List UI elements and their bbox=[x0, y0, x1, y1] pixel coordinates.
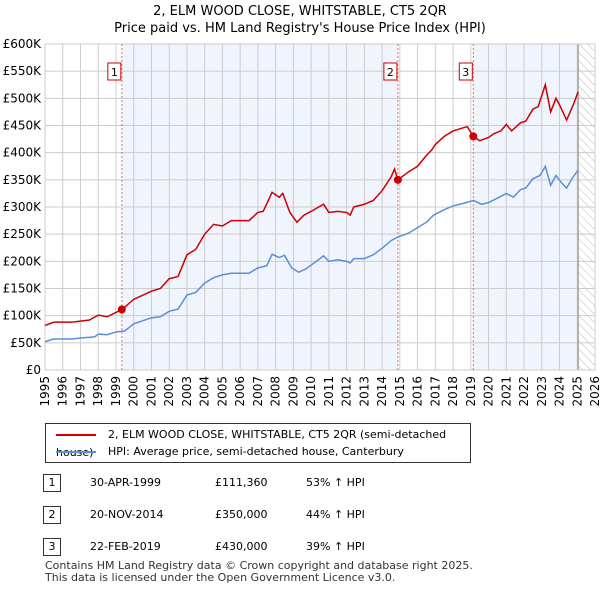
x-tick-label: 1997 bbox=[73, 376, 87, 407]
legend-item-property: 2, ELM WOOD CLOSE, WHITSTABLE, CT5 2QR (… bbox=[56, 426, 470, 459]
x-tick-label: 2006 bbox=[233, 376, 247, 407]
x-tick-label: 2005 bbox=[215, 376, 229, 407]
legend-item-hpi: HPI: Average price, semi-detached house,… bbox=[56, 443, 404, 461]
sale-number: 3 bbox=[43, 538, 61, 556]
x-tick-label: 2009 bbox=[286, 376, 300, 407]
legend: 2, ELM WOOD CLOSE, WHITSTABLE, CT5 2QR (… bbox=[45, 423, 471, 463]
plot-border bbox=[44, 43, 596, 371]
legend-swatch-red bbox=[56, 434, 96, 436]
sale-date: 22-FEB-2019 bbox=[90, 540, 161, 553]
series-line bbox=[44, 81, 579, 327]
subtitle: Price paid vs. HM Land Registry's House … bbox=[114, 21, 486, 36]
sale-row: 2 20-NOV-2014 £350,000 44% ↑ HPI bbox=[43, 504, 463, 526]
legend-swatch-blue bbox=[56, 451, 96, 453]
x-tick-label: 2017 bbox=[428, 376, 442, 407]
chart-title: 2, ELM WOOD CLOSE, WHITSTABLE, CT5 2QR Pr… bbox=[0, 3, 600, 37]
sale-label-box bbox=[383, 62, 398, 81]
footer-line: This data is licensed under the Open Gov… bbox=[45, 571, 396, 584]
x-tick-label: 2025 bbox=[570, 376, 584, 407]
y-tick-label: £600K bbox=[3, 37, 43, 51]
series-line bbox=[44, 164, 579, 343]
x-tick-label: 2010 bbox=[304, 376, 318, 407]
sale-point bbox=[117, 305, 126, 314]
x-tick-label: 2026 bbox=[588, 376, 600, 407]
sale-date: 20-NOV-2014 bbox=[90, 508, 164, 521]
x-tick-label: 2016 bbox=[411, 376, 425, 407]
x-tick-label: 2013 bbox=[357, 376, 371, 407]
x-tick-label: 2004 bbox=[198, 376, 212, 407]
x-tick-label: 2022 bbox=[517, 376, 531, 407]
y-tick-label: £100K bbox=[3, 309, 43, 323]
sale-label-box bbox=[458, 62, 473, 81]
sale-date: 30-APR-1999 bbox=[90, 476, 162, 489]
y-tick-label: £450K bbox=[3, 119, 43, 133]
x-tick-label: 2001 bbox=[144, 376, 158, 407]
x-tick-label: 2024 bbox=[553, 376, 567, 407]
y-tick-label: £500K bbox=[3, 91, 43, 105]
title-line: 2, ELM WOOD CLOSE, WHITSTABLE, CT5 2QR bbox=[153, 4, 447, 19]
y-tick-label: £400K bbox=[3, 146, 43, 160]
legend-label: HPI: Average price, semi-detached house,… bbox=[108, 445, 404, 458]
x-tick-label: 2011 bbox=[322, 376, 336, 407]
x-tick-label: 1999 bbox=[109, 376, 123, 407]
sale-point bbox=[393, 175, 402, 184]
sale-number: 2 bbox=[43, 506, 61, 524]
sale-label: 1 bbox=[111, 66, 118, 79]
x-tick-label: 1998 bbox=[91, 376, 105, 407]
x-tick-label: 2021 bbox=[499, 376, 513, 407]
sale-row: 1 30-APR-1999 £111,360 53% ↑ HPI bbox=[43, 472, 463, 494]
sale-price: £430,000 bbox=[215, 540, 268, 553]
price-chart: £0 £50K £100K £150K £200K £250K £300K £350K £400… bbox=[3, 37, 600, 407]
x-tick-label: 2018 bbox=[446, 376, 460, 407]
sale-hpi-change: 44% ↑ HPI bbox=[306, 508, 365, 521]
x-tick-label: 1996 bbox=[56, 376, 70, 407]
sale-point bbox=[469, 132, 478, 141]
y-tick-label: £250K bbox=[3, 227, 43, 241]
sale-hpi-change: 53% ↑ HPI bbox=[306, 476, 365, 489]
y-tick-label: £200K bbox=[3, 254, 43, 268]
y-tick-label: £550K bbox=[3, 64, 43, 78]
sale-label-box bbox=[107, 62, 122, 81]
x-tick-label: 2003 bbox=[180, 376, 194, 407]
footer: Contains HM Land Registry data © Crown c… bbox=[45, 560, 473, 584]
y-tick-label: £350K bbox=[3, 173, 43, 187]
sale-hpi-change: 39% ↑ HPI bbox=[306, 540, 365, 553]
footer-line: Contains HM Land Registry data © Crown c… bbox=[45, 559, 473, 572]
x-tick-label: 2015 bbox=[393, 376, 407, 407]
x-tick-label: 2023 bbox=[535, 376, 549, 407]
x-tick-label: 2000 bbox=[127, 376, 141, 407]
x-tick-label: 2019 bbox=[464, 376, 478, 407]
x-tick-label: 2007 bbox=[251, 376, 265, 407]
x-tick-label: 2008 bbox=[269, 376, 283, 407]
sale-price: £350,000 bbox=[215, 508, 268, 521]
y-tick-label: £300K bbox=[3, 200, 43, 214]
x-tick-label: 1995 bbox=[38, 376, 52, 407]
sale-number: 1 bbox=[43, 474, 61, 492]
sale-label: 3 bbox=[462, 66, 469, 79]
sale-row: 3 22-FEB-2019 £430,000 39% ↑ HPI bbox=[43, 536, 463, 558]
x-tick-label: 2020 bbox=[482, 376, 496, 407]
x-tick-label: 2012 bbox=[340, 376, 354, 407]
x-tick-label: 2014 bbox=[375, 376, 389, 407]
sale-price: £111,360 bbox=[215, 476, 268, 489]
y-tick-label: £0 bbox=[26, 363, 41, 377]
sale-label: 2 bbox=[387, 66, 394, 79]
y-tick-label: £150K bbox=[3, 282, 43, 296]
x-tick-label: 2002 bbox=[162, 376, 176, 407]
y-tick-label: £50K bbox=[10, 336, 42, 350]
